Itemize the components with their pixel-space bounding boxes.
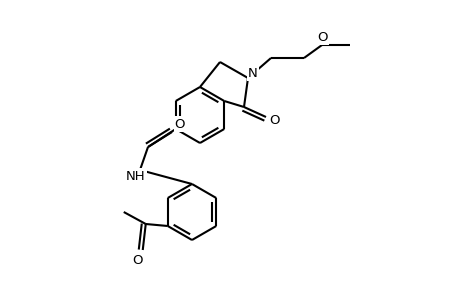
Text: O: O	[269, 113, 280, 127]
Text: O: O	[317, 31, 328, 44]
Text: N: N	[247, 67, 257, 80]
Text: O: O	[132, 254, 143, 266]
Text: NH: NH	[126, 169, 146, 182]
Text: O: O	[174, 118, 185, 130]
